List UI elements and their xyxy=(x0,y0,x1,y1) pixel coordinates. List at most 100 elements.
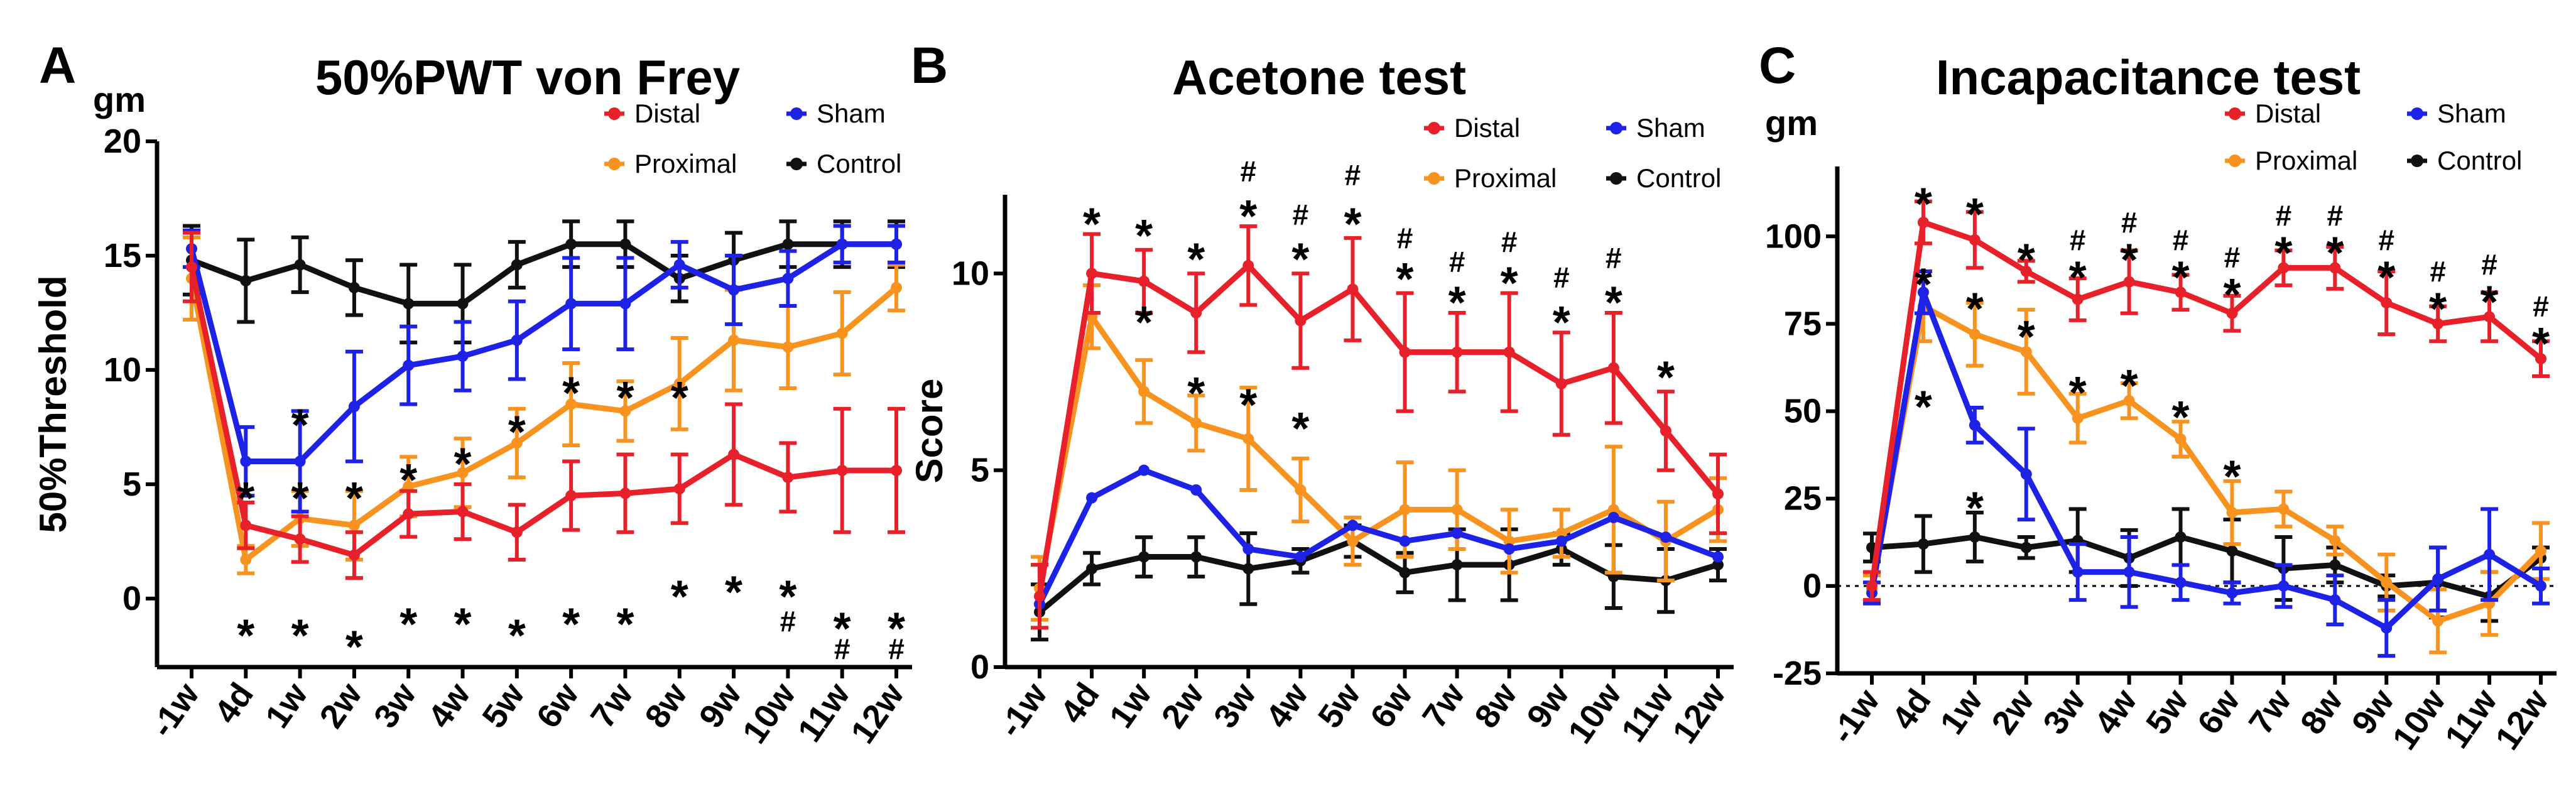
data-point xyxy=(1295,551,1307,563)
data-point xyxy=(1138,464,1150,476)
data-point xyxy=(891,465,902,477)
x-tick-label: -1w xyxy=(991,676,1055,744)
data-point xyxy=(565,238,577,250)
data-point xyxy=(1712,559,1724,571)
x-tick-label: 8w xyxy=(1467,676,1524,735)
data-point xyxy=(2072,566,2084,578)
data-point xyxy=(186,261,197,273)
significance-hash: # xyxy=(834,633,851,665)
legend-label: Proximal xyxy=(1454,163,1557,193)
x-tick-label: 3w xyxy=(2036,682,2093,741)
x-tick-label: 5w xyxy=(475,676,532,735)
data-point xyxy=(782,471,794,483)
data-point xyxy=(1086,268,1098,280)
significance-star: * xyxy=(2172,393,2190,443)
series-line xyxy=(190,241,896,307)
significance-star: * xyxy=(1083,199,1101,249)
data-point xyxy=(240,553,252,565)
data-point xyxy=(1712,488,1724,500)
data-point xyxy=(2020,265,2032,277)
data-point xyxy=(728,284,740,296)
legend-swatch-marker xyxy=(1610,172,1622,185)
data-point xyxy=(1503,543,1515,555)
x-tick-label: 5w xyxy=(2139,682,2196,741)
y-tick-label: 25 xyxy=(1784,480,1822,518)
data-point xyxy=(2226,307,2238,319)
y-tick-label: 5 xyxy=(970,452,989,489)
data-point xyxy=(673,259,685,271)
x-tick-label: 4d xyxy=(207,676,261,730)
data-point xyxy=(1451,346,1463,358)
series-distal xyxy=(183,231,905,580)
data-point xyxy=(457,506,469,518)
data-point xyxy=(1399,535,1411,547)
data-point xyxy=(1086,563,1098,575)
data-point xyxy=(1295,315,1307,327)
data-point xyxy=(1917,538,1929,550)
data-point xyxy=(1295,484,1307,496)
data-point xyxy=(2432,573,2444,585)
data-point xyxy=(294,455,306,467)
significance-star: * xyxy=(345,474,363,524)
significance-star: * xyxy=(1187,235,1205,285)
data-point xyxy=(673,483,685,495)
data-point xyxy=(1190,417,1202,429)
x-tick-label: 8w xyxy=(2293,682,2350,741)
significance-star: * xyxy=(834,604,851,655)
data-point xyxy=(2329,594,2341,606)
y-unit-label: gm xyxy=(93,80,146,119)
data-point xyxy=(2432,318,2444,330)
significance-star: * xyxy=(454,440,472,490)
data-point xyxy=(1555,535,1567,547)
data-point xyxy=(1086,492,1098,504)
significance-star: * xyxy=(2378,253,2395,303)
series-sham xyxy=(1863,269,2550,658)
significance-star: * xyxy=(1344,199,1361,249)
series-sham xyxy=(183,224,905,514)
significance-star: * xyxy=(671,572,688,622)
significance-star: * xyxy=(2326,228,2344,278)
significance-star: * xyxy=(616,373,634,423)
significance-star: * xyxy=(1657,353,1675,403)
legend-swatch-marker xyxy=(608,158,621,170)
x-tick-label: -1w xyxy=(143,676,207,744)
data-point xyxy=(836,238,848,250)
legend-label: Control xyxy=(2437,146,2522,175)
data-point xyxy=(2535,545,2546,557)
data-point xyxy=(1190,307,1202,318)
data-point xyxy=(619,487,631,499)
x-tick-label: 4w xyxy=(2087,682,2144,741)
series-distal xyxy=(1863,199,2550,602)
data-point xyxy=(457,351,469,362)
data-point xyxy=(619,238,631,250)
significance-star: * xyxy=(1135,298,1153,348)
significance-star: * xyxy=(1605,278,1622,329)
y-tick-label: 50 xyxy=(1784,393,1822,430)
data-point xyxy=(1555,378,1567,389)
data-point xyxy=(2123,276,2135,288)
data-point xyxy=(2226,506,2238,518)
x-tick-label: 11w xyxy=(791,676,858,749)
significance-hash: # xyxy=(2327,199,2344,232)
y-tick-label: 15 xyxy=(104,237,141,274)
significance-star: * xyxy=(2018,312,2035,362)
significance-star: * xyxy=(2274,228,2292,278)
data-point xyxy=(1242,543,1254,555)
significance-star: * xyxy=(1239,192,1257,242)
data-point xyxy=(1555,527,1567,539)
data-point xyxy=(457,467,469,479)
significance-star: * xyxy=(291,611,309,661)
data-point xyxy=(1034,590,1045,602)
significance-hash: # xyxy=(2378,224,2394,256)
x-tick-label: 6w xyxy=(530,676,587,735)
series-line xyxy=(188,266,896,558)
x-tick-label: 1w xyxy=(258,676,315,735)
x-tick-label: 4w xyxy=(421,676,478,735)
x-tick-label: 4d xyxy=(1053,676,1107,730)
x-tick-label: 12w xyxy=(1665,676,1733,751)
data-point xyxy=(2381,297,2393,309)
x-tick-label: 2w xyxy=(312,676,369,735)
significance-star: * xyxy=(345,622,363,673)
data-point xyxy=(673,378,685,389)
